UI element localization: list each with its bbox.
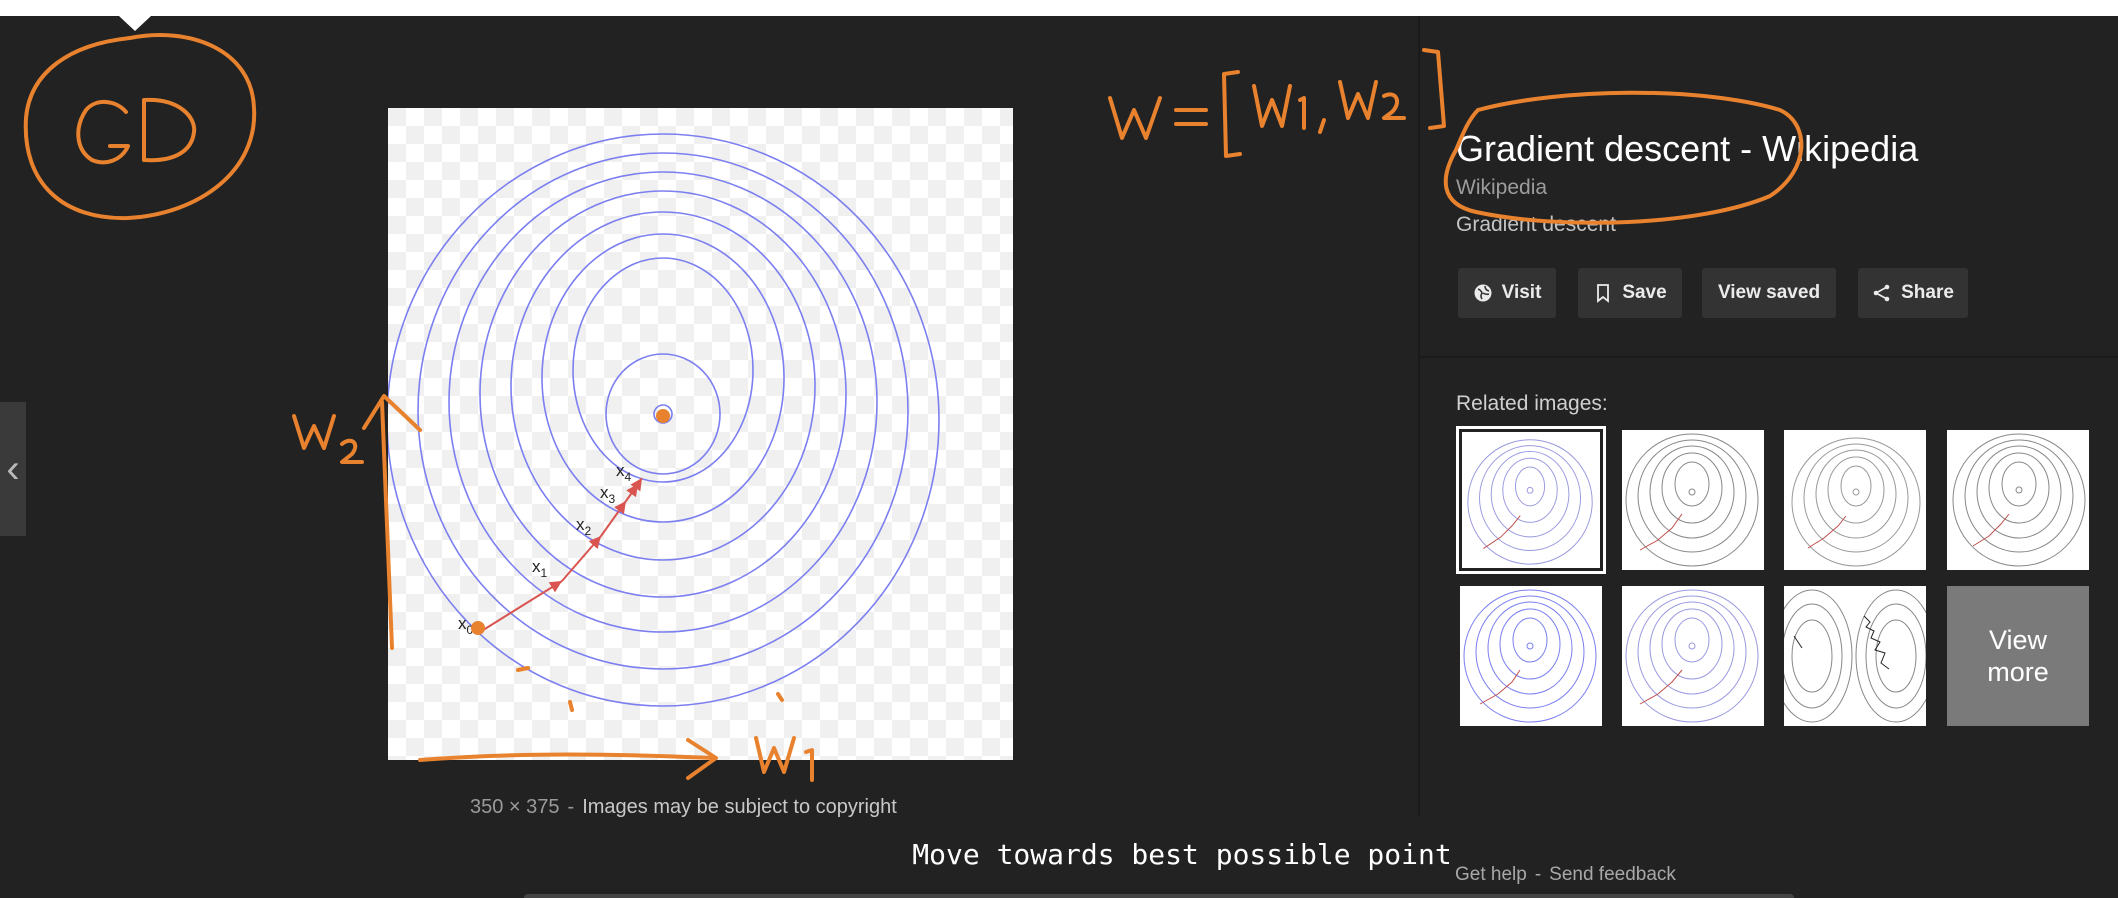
result-subtitle: Gradient descent xyxy=(1456,213,1616,236)
view-more-button[interactable]: View more xyxy=(1947,586,2089,726)
share-label: Share xyxy=(1901,282,1954,303)
related-thumbnail[interactable] xyxy=(1456,426,1606,574)
send-feedback-link[interactable]: Send feedback xyxy=(1549,864,1676,885)
related-thumbnail[interactable] xyxy=(1784,586,1926,726)
image-meta: 350 × 375- Images may be subject to copyr… xyxy=(470,796,897,819)
view-saved-button[interactable]: View saved xyxy=(1702,268,1836,318)
view-saved-label: View saved xyxy=(1717,282,1821,303)
contour-thumbnail-image xyxy=(1463,589,1597,723)
result-title[interactable]: Gradient descent - Wikipedia xyxy=(1456,128,1919,169)
related-thumbnail[interactable] xyxy=(1622,430,1764,570)
related-thumbnail[interactable] xyxy=(1460,586,1602,726)
video-caption: Move towards best possible point xyxy=(0,838,2118,871)
share-button[interactable]: Share xyxy=(1858,268,1968,318)
panel-footer: Get help - Send feedback xyxy=(1455,864,1676,886)
save-button[interactable]: Save xyxy=(1578,268,1682,318)
panel-divider xyxy=(1418,16,1420,816)
contour-thumbnail-image xyxy=(1467,439,1593,565)
view-more-line1: View xyxy=(1988,625,2048,655)
visit-button[interactable]: Visit xyxy=(1458,268,1556,318)
visit-label: Visit xyxy=(1501,282,1542,303)
previous-image-button[interactable]: ‹ xyxy=(0,402,26,536)
contour-thumbnail-image xyxy=(1625,433,1759,567)
globe-icon xyxy=(1474,284,1492,302)
related-images-label: Related images: xyxy=(1456,392,1608,415)
top-bar xyxy=(0,0,2118,16)
image-dimensions: 350 × 375 xyxy=(470,796,560,818)
bookmark-icon xyxy=(1597,284,1610,303)
contour-thumbnail-image xyxy=(1784,589,1926,723)
w-vector-annotation xyxy=(1108,48,1446,158)
save-label: Save xyxy=(1622,282,1667,303)
contour-thumbnail-image xyxy=(1952,433,2086,567)
view-more-line2: more xyxy=(1987,657,2049,687)
bottom-bar xyxy=(524,894,1794,898)
gd-circle-annotation xyxy=(23,33,257,221)
contour-thumbnail-image xyxy=(1791,437,1921,567)
share-icon xyxy=(1873,284,1890,302)
section-divider xyxy=(1420,356,2118,358)
contour-thumbnail-image xyxy=(1625,589,1759,723)
related-thumbnail[interactable] xyxy=(1622,586,1764,726)
caption-text: Move towards best possible point xyxy=(912,838,1452,871)
related-thumbnail[interactable] xyxy=(1947,430,2089,570)
related-thumbnail[interactable] xyxy=(1784,430,1926,570)
footer-separator: - xyxy=(1534,864,1542,885)
meta-separator: - xyxy=(567,796,575,818)
selection-caret xyxy=(119,16,151,31)
gd-letter-g-annotation xyxy=(76,100,130,165)
w2-label-annotation xyxy=(292,414,364,464)
chevron-left-icon: ‹ xyxy=(6,446,20,491)
gd-letter-d-annotation xyxy=(142,97,197,163)
preview-image[interactable]: x0 x1 x2 x3 x4 xyxy=(388,108,1013,760)
result-source[interactable]: Wikipedia xyxy=(1456,176,1548,199)
get-help-link[interactable]: Get help xyxy=(1455,864,1527,885)
copyright-notice[interactable]: Images may be subject to copyright xyxy=(582,796,897,818)
